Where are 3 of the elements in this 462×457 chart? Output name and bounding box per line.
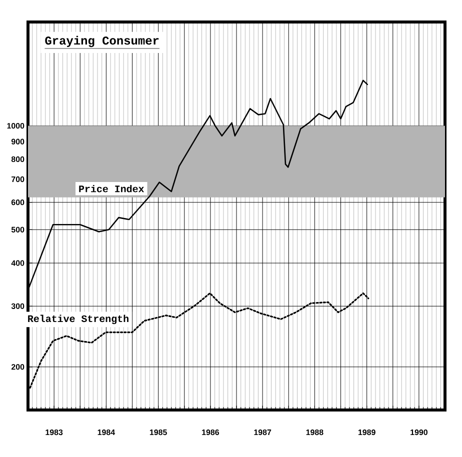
series-label: Price Index (79, 184, 144, 192)
series-label: Relative Strength (28, 314, 128, 324)
text: Graying Consumer (45, 36, 159, 48)
